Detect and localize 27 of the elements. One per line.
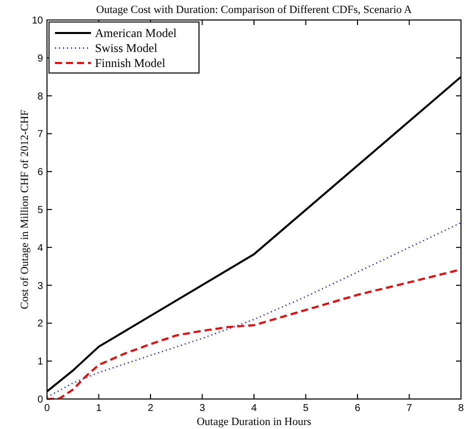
legend-label: American Model bbox=[95, 26, 178, 40]
y-tick-label: 1 bbox=[37, 356, 44, 368]
y-tick-label: 3 bbox=[37, 280, 44, 292]
legend-label: Finnish Model bbox=[95, 56, 166, 70]
x-tick-label: 6 bbox=[354, 403, 361, 414]
x-tick-label: 1 bbox=[96, 403, 102, 414]
legend-label: Swiss Model bbox=[95, 41, 158, 55]
y-tick-label: 0 bbox=[37, 394, 44, 406]
y-axis-title: Cost of Outage in Million CHF of 2012-CHF bbox=[19, 110, 31, 310]
x-tick-label: 4 bbox=[251, 403, 258, 414]
x-tick-label: 7 bbox=[406, 403, 412, 414]
x-tick-label: 8 bbox=[458, 403, 464, 414]
y-tick-label: 6 bbox=[37, 167, 44, 178]
x-tick-label: 3 bbox=[199, 403, 206, 414]
x-tick-label: 2 bbox=[148, 403, 154, 414]
y-tick-label: 9 bbox=[37, 53, 44, 64]
y-tick-label: 10 bbox=[32, 16, 44, 26]
x-tick-label: 0 bbox=[44, 403, 50, 414]
line-series bbox=[47, 222, 461, 398]
y-tick-label: 4 bbox=[37, 242, 44, 254]
y-tick-label: 5 bbox=[37, 205, 44, 216]
x-axis-title: Outage Duration in Hours bbox=[196, 416, 312, 428]
y-tick-label: 2 bbox=[37, 318, 44, 330]
y-tick-label: 8 bbox=[37, 91, 44, 102]
x-tick-label: 5 bbox=[302, 403, 309, 414]
chart-title: Outage Cost with Duration: Comparison of Different CDFs, Scenario A bbox=[96, 4, 412, 16]
y-tick-label: 7 bbox=[37, 129, 44, 140]
